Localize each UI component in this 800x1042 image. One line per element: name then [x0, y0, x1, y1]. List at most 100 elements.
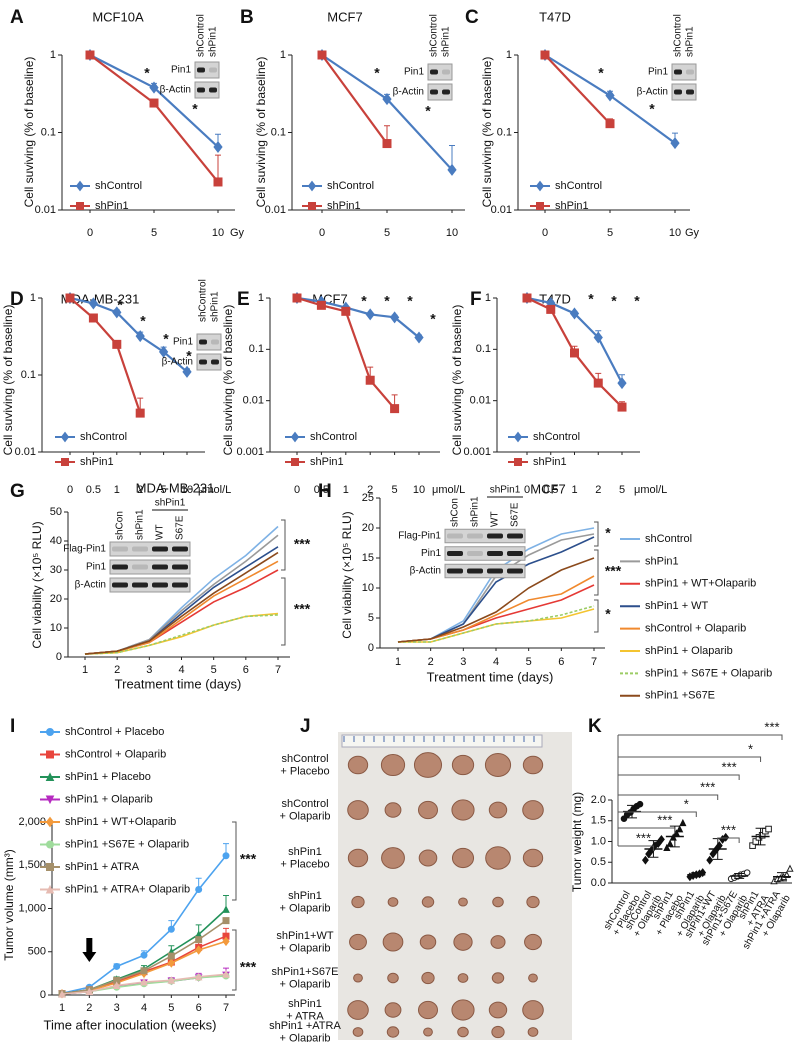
blot-row-label: β-Actin	[160, 85, 191, 96]
blot-row-label: Pin1	[86, 562, 106, 573]
x-axis-title: Treatment time (days)	[115, 676, 242, 691]
significance: *	[611, 293, 617, 309]
tumor	[347, 800, 369, 820]
y-tick-label: 1	[280, 49, 286, 61]
blot-band	[152, 546, 168, 552]
legend-label: shControl + Olaparib	[645, 623, 746, 635]
significance: *	[407, 293, 413, 309]
significance: *	[649, 101, 655, 117]
panel-letter: F	[470, 289, 482, 310]
y-tick-label: 1,500	[18, 859, 46, 871]
tumor	[386, 1026, 400, 1038]
marker	[390, 404, 400, 414]
x-tick-label: 1	[343, 484, 349, 496]
marker	[365, 308, 375, 321]
marker	[213, 140, 223, 154]
marker	[569, 307, 580, 320]
legend-marker	[291, 458, 299, 466]
y-tick-label: 0.1	[476, 343, 491, 355]
marker	[65, 293, 75, 303]
x-tick-label: 1	[82, 664, 88, 676]
legend-label: shControl	[555, 180, 602, 192]
y-tick-label: 0.01	[265, 204, 286, 216]
y-tick-label: 0.1	[497, 126, 512, 138]
x-tick-label: 2	[114, 664, 120, 676]
photo-row-label: + Olaparib	[279, 978, 330, 990]
x-tick-label: 10	[669, 227, 681, 239]
marker	[593, 378, 603, 388]
tumor	[419, 934, 437, 950]
tumor	[347, 1000, 369, 1020]
y-tick-label: 1	[50, 49, 56, 61]
marker	[546, 304, 556, 314]
blot-lane-label: WT	[155, 524, 166, 540]
tumor	[484, 753, 512, 777]
x-tick-label: 1	[571, 484, 577, 496]
comparison-line	[618, 756, 762, 762]
blot-band	[112, 546, 128, 552]
panel-letter: J	[300, 716, 311, 737]
x-tick-label: 0	[542, 227, 548, 239]
y-tick-label: 0.001	[236, 446, 264, 458]
legend-label: shPin1 +S67E	[645, 690, 715, 702]
blot-row-label: β-Actin	[75, 580, 106, 591]
legend-marker	[61, 458, 69, 466]
x-tick-label: 0	[67, 484, 73, 496]
x-tick-label: 3	[460, 656, 466, 668]
y-tick-label: 10	[362, 582, 374, 594]
x-tick-label: 10	[413, 484, 425, 496]
tumor	[522, 848, 544, 868]
legend-label: shPin1 + ATRA+ Olaparib	[65, 883, 190, 895]
significance: *	[430, 311, 436, 327]
comparison-line	[618, 774, 740, 780]
y-axis-title: Tumor weight (mg)	[570, 792, 584, 892]
legend-marker	[290, 431, 300, 443]
x-tick-label: 7	[591, 656, 597, 668]
marker	[195, 945, 203, 955]
marker	[654, 839, 662, 849]
legend-marker	[46, 840, 54, 849]
blot-band	[507, 551, 523, 556]
photo-ruler	[341, 734, 543, 748]
x-tick-label: 6	[196, 1002, 202, 1014]
legend-label: shPin1 + WT	[645, 600, 709, 612]
blot-band	[442, 69, 450, 75]
blot-row-label: β-Actin	[162, 357, 193, 368]
y-tick-label: 40	[50, 535, 62, 547]
x-tick-label: 5	[607, 227, 613, 239]
y-tick-label: 0.01	[35, 204, 56, 216]
significance: *	[140, 313, 146, 329]
chart-title: MCF7	[530, 481, 565, 496]
blot-strip	[196, 353, 222, 371]
error-bar	[777, 872, 787, 882]
legend-label: shControl	[80, 431, 127, 443]
tumor	[351, 895, 365, 909]
legend-label: shPin1 + Placebo	[65, 771, 151, 783]
tumor	[526, 895, 540, 909]
bracket	[594, 521, 599, 547]
marker	[786, 864, 794, 872]
marker	[222, 852, 230, 860]
x-tick-label: 5	[619, 484, 625, 496]
tumor	[349, 933, 367, 951]
marker	[182, 365, 192, 378]
legend-label: shPin1 + S67E + Olaparib	[645, 667, 772, 679]
blot-band	[442, 89, 450, 95]
series-line	[397, 557, 595, 643]
x-tick-label: 1	[59, 1002, 65, 1014]
series-line	[321, 54, 388, 145]
tumor	[458, 897, 468, 907]
blot-band	[674, 69, 682, 75]
photo-row-label: + Olaparib	[279, 942, 330, 954]
blot-lane-label: shPin1	[208, 26, 219, 57]
tumor	[522, 1000, 544, 1020]
legend-label: shPin1	[645, 555, 679, 567]
marker	[195, 936, 203, 944]
marker	[743, 869, 751, 876]
legend-label: shPin1	[80, 456, 114, 468]
y-tick-label: 1	[485, 292, 491, 304]
blot-band	[447, 551, 463, 556]
tumor	[528, 973, 538, 983]
significance: ***	[240, 959, 257, 975]
marker	[140, 967, 148, 975]
